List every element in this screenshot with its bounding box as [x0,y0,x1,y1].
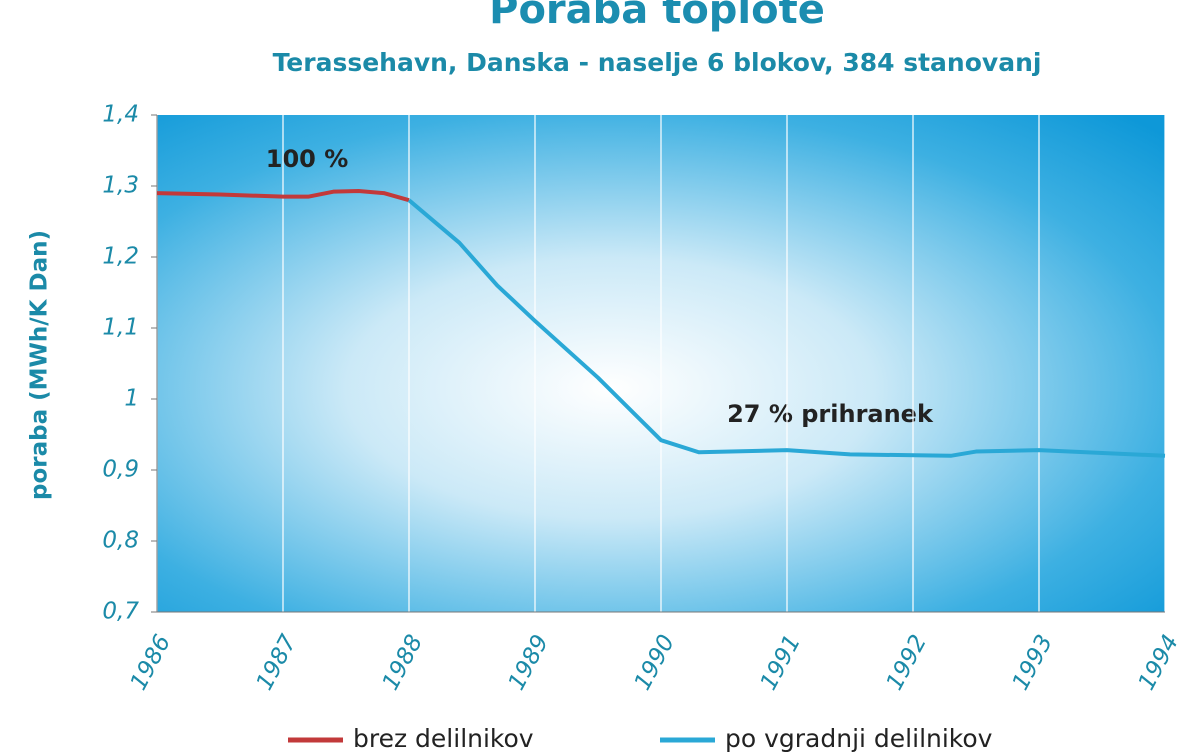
x-tick-label: 1994 [1134,631,1184,695]
x-tick-label: 1990 [630,631,680,695]
legend-label: brez delilnikov [353,724,534,753]
x-tick-label: 1986 [126,631,176,695]
y-tick-label: 1,3 [102,173,139,199]
chart-title: Poraba toplote [489,0,825,33]
y-tick-label: 1 [124,386,139,412]
line [407,198,1166,458]
x-tick-label: 1988 [378,631,428,695]
y-tick-label: 0,9 [102,457,139,483]
chart-subtitle: Terassehavn, Danska - naselje 6 blokov, … [273,48,1042,77]
x-tick-label: 1987 [252,630,303,694]
x-tick-label: 1992 [882,631,932,695]
legend-label: po vgradnji delilnikov [725,724,993,753]
line [156,188,410,203]
y-tick-label: 0,8 [102,528,139,554]
y-tick-label: 1,1 [102,315,139,341]
y-axis-label: poraba (MWh/K Dan) [27,230,53,500]
x-tick-label: 1991 [756,631,806,695]
y-tick-label: 0,7 [102,599,139,625]
y-tick-label: 1,2 [102,244,139,270]
x-tick-label: 1989 [504,631,554,695]
y-tick-label: 1,4 [102,102,139,128]
x-tick-label: 1993 [1008,631,1058,695]
annotation: 27 % prihranek [727,400,934,428]
annotation: 100 % [266,145,349,173]
